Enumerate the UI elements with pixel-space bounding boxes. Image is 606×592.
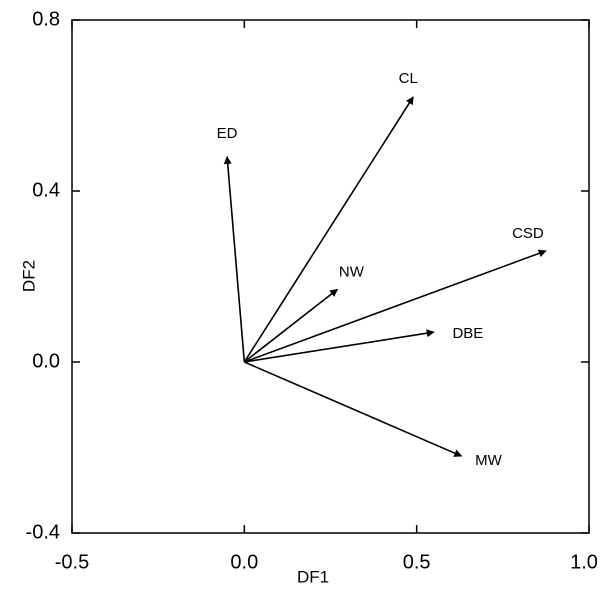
- y-tick-label: 0.0: [32, 350, 60, 372]
- vector-arrow: [244, 361, 463, 457]
- vector-label: CL: [399, 70, 418, 87]
- vector-label: CSD: [512, 225, 544, 242]
- vector-label: ED: [217, 125, 238, 142]
- x-axis-label: DF1: [297, 567, 329, 586]
- y-tick-label: 0.8: [32, 8, 60, 30]
- x-tick-label: -0.5: [55, 551, 89, 573]
- vector-label: NW: [339, 263, 365, 280]
- vector-arrow: [244, 329, 435, 363]
- vector-arrow: [243, 288, 339, 363]
- x-tick-label: 0.0: [230, 551, 258, 573]
- plot-frame: [71, 19, 590, 534]
- vector-label: DBE: [452, 325, 483, 342]
- x-tick-label: 0.5: [403, 551, 431, 573]
- y-tick-label: -0.4: [26, 521, 60, 543]
- vector-arrow: [243, 96, 414, 363]
- y-axis-label: DF2: [19, 260, 38, 292]
- vector-arrow: [244, 249, 547, 363]
- vector-label: MW: [475, 452, 502, 469]
- y-tick-label: 0.4: [32, 179, 60, 201]
- vector-arrow: [223, 156, 246, 363]
- x-tick-label: 1.0: [570, 551, 598, 573]
